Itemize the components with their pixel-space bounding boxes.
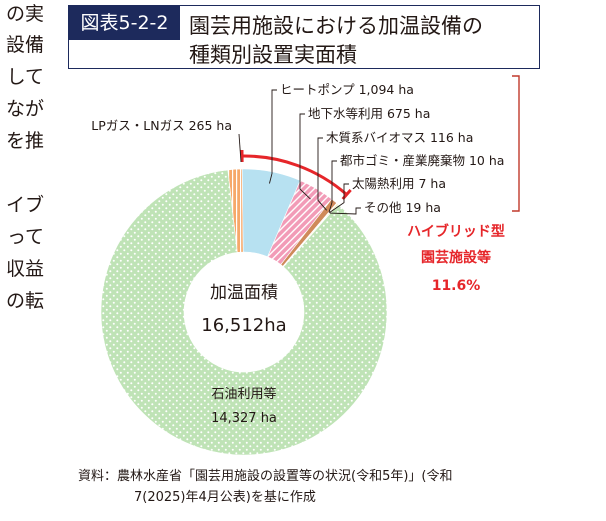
body-text-line: を推 — [5, 130, 44, 152]
body-text-fragment: の実 設備 して なが を推 イブ って 収益 の転 — [0, 0, 44, 360]
slice-label-1: ヒートポンプ 1,094 ha — [280, 82, 414, 97]
leader-1 — [269, 89, 277, 184]
oil-label-group: 石油利用等 14,327 ha — [211, 386, 277, 426]
source-line1: 資料：農林水産省「園芸用施設の設置等の状況(令和5年)」(令和 — [78, 469, 453, 484]
body-text-line: の実 — [5, 3, 44, 25]
center-label: 加温面積 — [210, 283, 278, 303]
figure-title-line2: 種類別設置実面積 — [189, 43, 357, 67]
body-text-line: なが — [5, 98, 44, 120]
leader-5 — [329, 183, 349, 214]
hybrid-bracket-arc — [242, 154, 348, 196]
hybrid-annotation-line3: 11.6% — [432, 278, 481, 294]
source-note: 資料：農林水産省「園芸用施設の設置等の状況(令和5年)」(令和 7(2025)年… — [78, 466, 538, 508]
leader-6 — [329, 207, 361, 215]
center-label-group: 加温面積 16,512ha — [201, 283, 286, 336]
body-text-line: の転 — [5, 290, 44, 312]
body-text-line: 収益 — [5, 258, 44, 280]
body-text-line: して — [6, 66, 44, 88]
leader-lines — [238, 89, 361, 215]
slice-label-lpg: LPガス・LNガス 265 ha — [91, 118, 232, 133]
leader-lpg — [238, 133, 242, 163]
figure-label: 図表5-2-2 — [69, 6, 180, 40]
donut-slices — [100, 149, 388, 456]
hybrid-annotation: ハイブリッド型 園芸施設等 11.6% — [407, 223, 505, 294]
body-text-line: って — [6, 226, 44, 248]
slice-label-2: 地下水等利用 675 ha — [308, 106, 430, 121]
body-text-line: イブ — [5, 194, 44, 216]
figure-title-line1: 園芸用施設における加温設備の — [189, 14, 483, 38]
oil-label-name: 石油利用等 — [211, 386, 276, 402]
slice-labels: LPガス・LNガス 265 ha ヒートポンプ 1,094 ha 地下水等利用 67… — [91, 82, 504, 215]
slice-label-6: その他 19 ha — [364, 200, 441, 215]
figure-title-box: 図表5-2-2 園芸用施設における加温設備の 種類別設置実面積 — [68, 5, 540, 69]
hybrid-annotation-line2: 園芸施設等 — [421, 249, 491, 266]
slice-item-7 — [100, 169, 388, 456]
body-text-line: 設備 — [5, 34, 44, 56]
label-group-bracket — [512, 75, 520, 212]
leader-3 — [317, 137, 327, 211]
slice-label-5: 太陽熱利用 7 ha — [352, 176, 446, 191]
slice-label-4: 都市ゴミ・産業廃棄物 10 ha — [340, 153, 504, 168]
source-line2: 7(2025)年4月公表)を基に作成 — [134, 490, 316, 505]
slice-label-3: 木質系バイオマス 116 ha — [326, 130, 473, 145]
oil-label-value: 14,327 ha — [211, 411, 277, 426]
leader-4 — [328, 160, 337, 213]
center-value: 16,512ha — [201, 315, 286, 336]
leader-2 — [299, 113, 311, 200]
hybrid-annotation-line1: ハイブリッド型 — [407, 223, 505, 240]
